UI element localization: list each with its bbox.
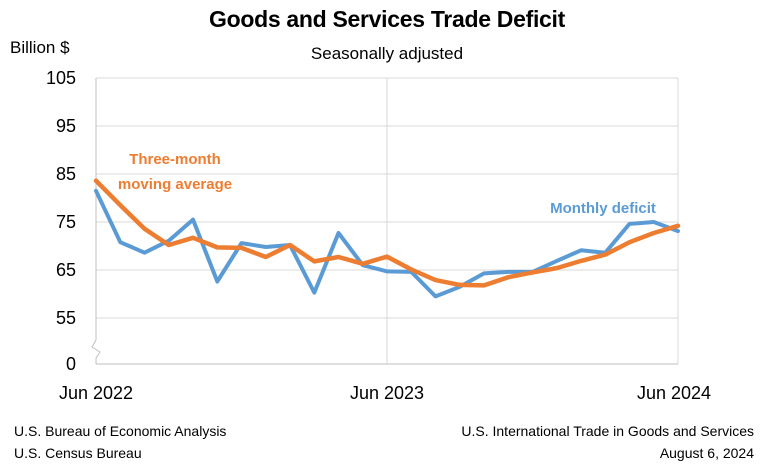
x-tick-jun-2022: Jun 2022 bbox=[59, 383, 133, 403]
x-tick-jun-2023: Jun 2023 bbox=[350, 383, 424, 403]
y-tick-65: 65 bbox=[56, 260, 76, 280]
footer-bea: U.S. Bureau of Economic Analysis bbox=[14, 423, 227, 439]
footer-census: U.S. Census Bureau bbox=[14, 445, 142, 461]
annotation-three-month-line1: Three-month bbox=[129, 151, 221, 168]
y-tick-95: 95 bbox=[56, 116, 76, 136]
y-tick-75: 75 bbox=[56, 212, 76, 232]
series-line-three-month-average bbox=[93, 178, 681, 288]
x-tick-jun-2024: Jun 2024 bbox=[637, 383, 711, 403]
y-axis-label: Billion $ bbox=[10, 38, 70, 57]
chart-title: Goods and Services Trade Deficit bbox=[209, 6, 565, 32]
x-tick-labels: Jun 2022 Jun 2023 Jun 2024 bbox=[59, 383, 711, 403]
y-tick-labels: 0 55 65 75 85 95 105 bbox=[46, 68, 76, 374]
axes bbox=[91, 78, 678, 365]
annotation-three-month-line2: moving average bbox=[118, 176, 232, 193]
y-tick-105: 105 bbox=[46, 68, 76, 88]
series-lines bbox=[93, 178, 681, 299]
footer-sources: U.S. Bureau of Economic Analysis U.S. Ce… bbox=[14, 420, 226, 464]
annotation-monthly-deficit: Monthly deficit bbox=[550, 200, 656, 217]
y-tick-85: 85 bbox=[56, 164, 76, 184]
y-axis-break bbox=[91, 339, 101, 364]
y-tick-55: 55 bbox=[56, 308, 76, 328]
series-line-monthly-deficit bbox=[94, 188, 680, 299]
gridlines bbox=[96, 77, 679, 364]
y-tick-0: 0 bbox=[66, 354, 76, 374]
chart-subtitle: Seasonally adjusted bbox=[310, 44, 464, 63]
footer-release-date: August 6, 2024 bbox=[659, 445, 754, 461]
footer-release-title: U.S. International Trade in Goods and Se… bbox=[461, 423, 754, 439]
footer-release: U.S. International Trade in Goods and Se… bbox=[461, 420, 754, 464]
